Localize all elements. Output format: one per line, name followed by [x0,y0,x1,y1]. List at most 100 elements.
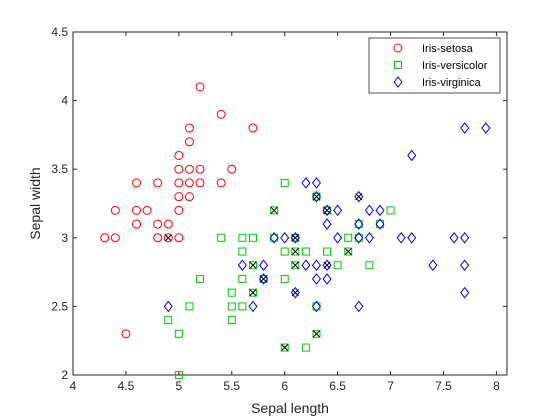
series-iris-virginica [163,122,491,313]
square-point [248,233,257,242]
square-point [174,371,183,379]
y-tick-label: 4 [61,94,68,108]
square-point [248,288,257,297]
circle-point [248,123,258,133]
diamond-point [481,122,491,134]
square-point [217,233,226,242]
square-point [238,233,247,242]
circle-point [100,233,110,243]
circle-point [153,233,163,243]
diamond-point [375,204,385,217]
x-marker-point [249,261,257,269]
diamond-point [237,259,247,272]
circle-point [153,178,163,188]
square-point [280,343,289,352]
square-point [344,247,353,256]
x-marker-point [281,344,289,352]
diamond-point [354,231,364,244]
x-marker-point [291,261,299,269]
legend-diamond-icon [393,76,403,88]
circle-point [184,178,194,188]
x-tick-label: 5 [176,379,183,393]
legend-circle-icon [393,43,403,53]
x-marker-point [323,261,331,269]
y-tick-label: 3.5 [51,162,68,176]
diamond-point [301,177,311,189]
diamond-point [364,204,374,217]
square-point [270,206,279,215]
circle-point [174,164,184,174]
square-point [365,261,374,270]
circle-point [174,192,184,202]
diamond-point [259,273,269,285]
circle-point [174,178,184,188]
square-point [248,261,257,270]
x-tick-label: 4 [70,379,77,393]
diamond-point [322,204,332,217]
diamond-point [163,300,173,313]
diamond-point [311,300,321,313]
diamond-point [407,231,417,244]
square-point [280,178,289,187]
diamond-point [428,259,438,272]
circle-point [195,178,205,188]
square-point [291,247,300,256]
diamond-point [269,231,279,244]
diamond-point [290,286,300,299]
x-marker-point [344,247,352,256]
diamond-point [364,231,374,244]
square-point [344,233,353,242]
x-tick-label: 6.5 [329,379,346,393]
square-point [227,302,236,311]
diamond-point [290,231,300,244]
highlight-points [164,193,363,352]
x-marker-point [355,193,363,201]
diamond-point [333,204,343,217]
diamond-point [449,231,459,244]
square-point [280,274,289,283]
diamond-point [354,218,364,230]
x-axis-label: Sepal length [251,400,329,416]
square-point [238,302,247,311]
circle-point [163,219,173,229]
legend-label: Iris-virginica [422,77,482,89]
square-point [164,316,173,325]
square-point [196,274,205,283]
circle-point [121,329,131,339]
diamond-point [311,273,321,285]
x-tick-label: 5.5 [223,379,240,393]
y-tick-label: 4.5 [51,25,68,39]
circle-point [132,205,142,215]
diamond-point [460,231,470,244]
square-point [238,274,247,283]
diamond-point [322,259,332,272]
x-marker-point [291,234,299,242]
y-tick-label: 2 [61,368,68,382]
circle-point [163,233,173,243]
x-marker-point [249,289,257,297]
x-marker-point [270,206,278,214]
legend-label: Iris-versicolor [422,60,488,72]
y-axis-label: Sepal width [27,167,43,239]
diamond-point [407,149,417,162]
diamond-point [280,231,290,244]
circle-point [195,164,205,174]
data-points [100,82,491,379]
x-tick-label: 6 [281,379,288,393]
square-point [227,316,236,325]
diamond-point [460,122,470,134]
diamond-point [301,259,311,272]
diamond-point [460,259,470,272]
diamond-point [354,190,364,203]
circle-point [184,123,194,133]
x-marker-point [312,193,321,201]
square-point [301,343,310,352]
square-point [386,206,395,215]
legend-square-icon [394,61,402,69]
circle-point [216,178,226,188]
x-tick-label: 8 [493,379,500,393]
x-marker-point [291,247,299,256]
diamond-point [311,259,321,272]
x-marker-point [323,206,331,214]
circle-point [132,219,142,229]
